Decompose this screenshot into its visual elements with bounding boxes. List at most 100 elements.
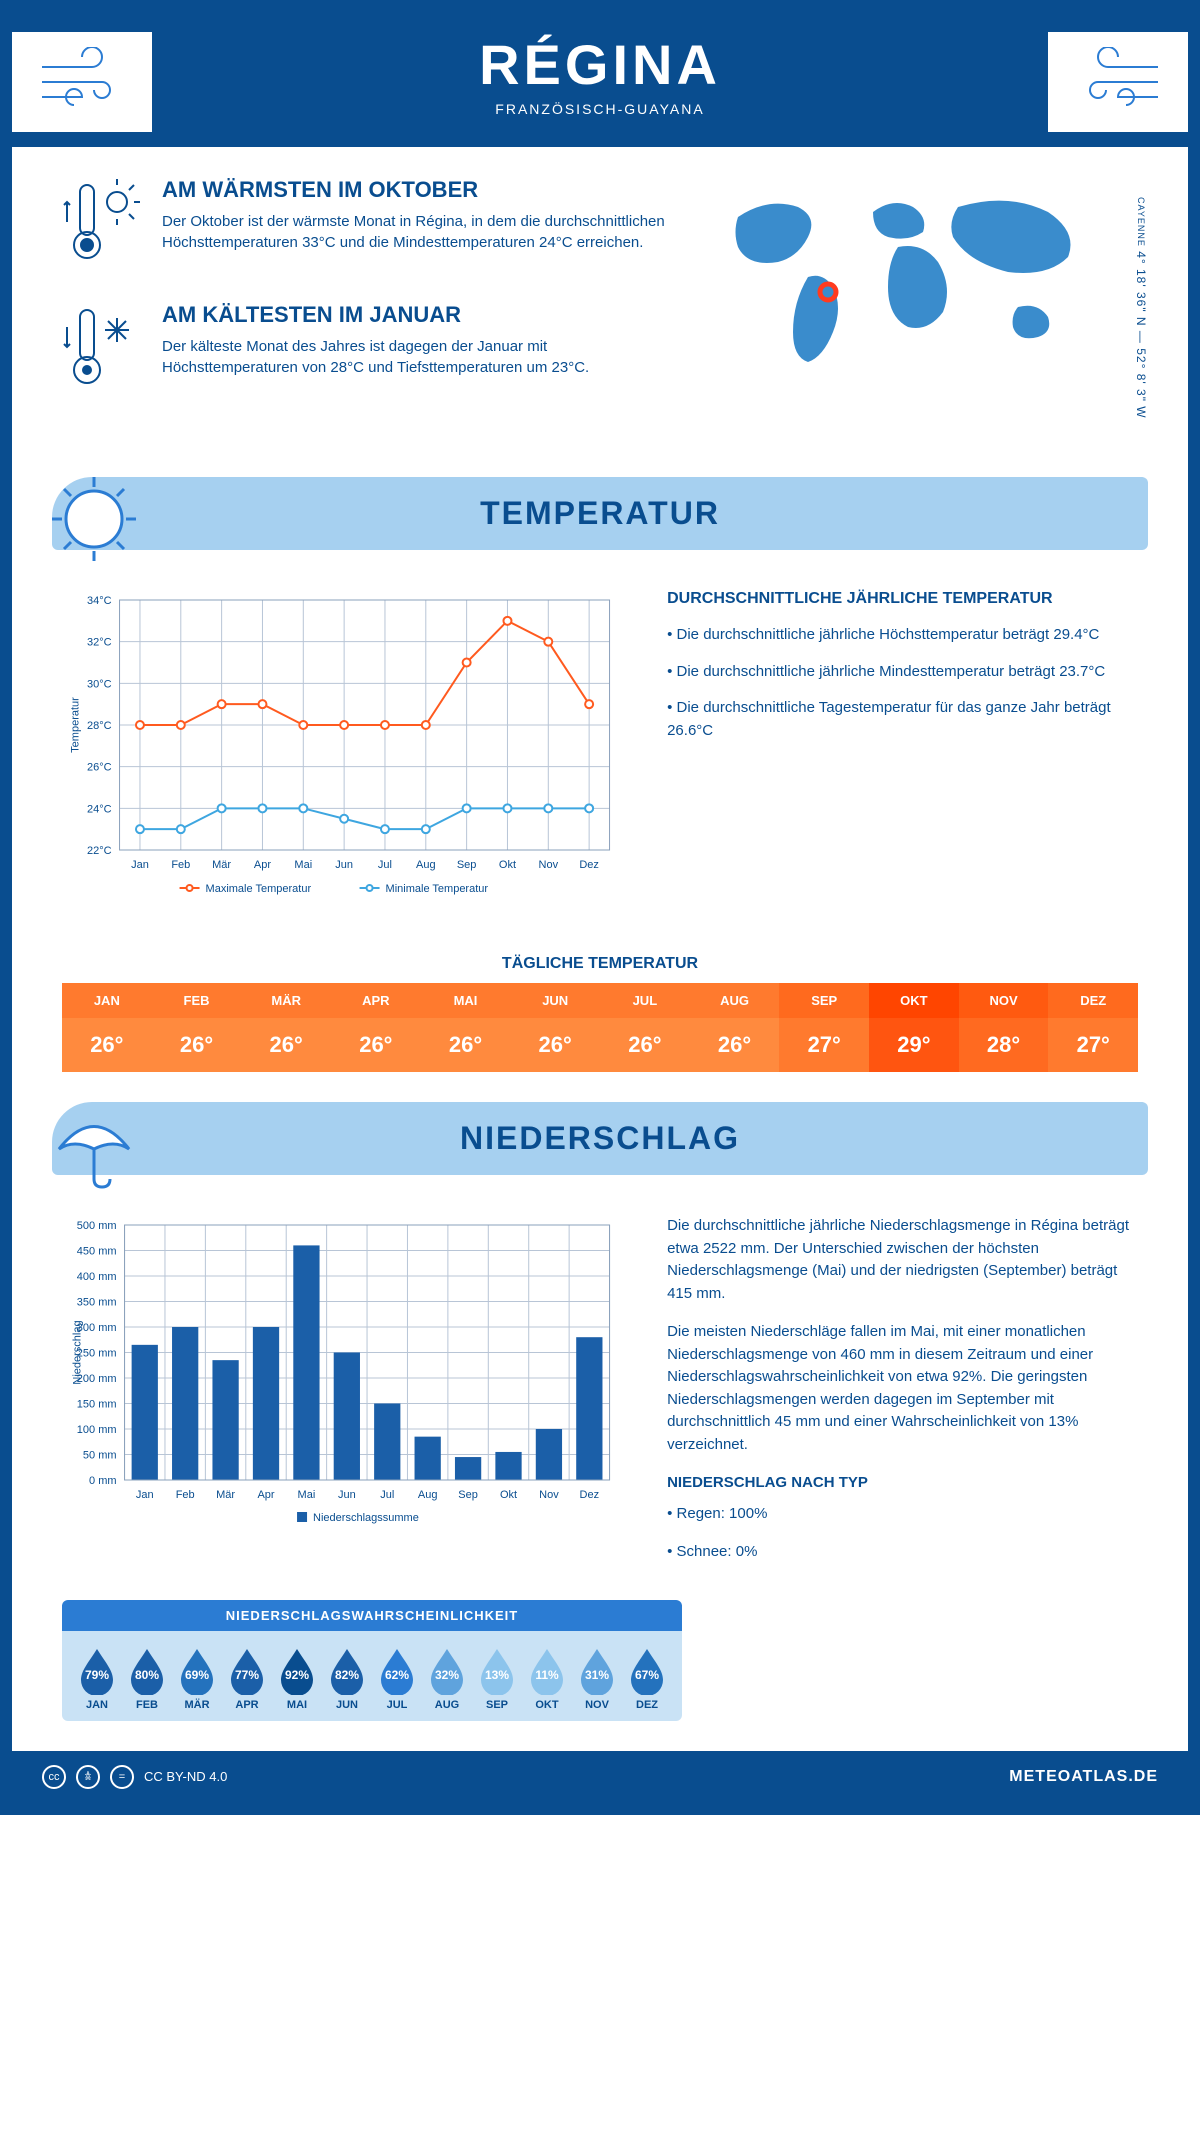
probability-drop: 13%SEP (478, 1647, 516, 1711)
svg-text:Mär: Mär (212, 859, 231, 871)
daily-month-cell: JAN (62, 983, 152, 1018)
probability-drop: 69%MÄR (178, 1647, 216, 1711)
svg-text:100 mm: 100 mm (77, 1424, 117, 1436)
svg-text:Dez: Dez (579, 859, 599, 871)
page-subtitle: FRANZÖSISCH-GUAYANA (12, 101, 1188, 117)
coordinates: CAYENNE 4° 18' 36" N — 52° 8' 3" W (1134, 197, 1148, 419)
daily-month-cell: SEP (779, 983, 869, 1018)
daily-value-cell: 26° (421, 1018, 511, 1072)
daily-month-cell: FEB (152, 983, 242, 1018)
umbrella-icon (44, 1094, 144, 1194)
svg-text:Jun: Jun (335, 859, 353, 871)
svg-text:450 mm: 450 mm (77, 1246, 117, 1258)
svg-text:32°C: 32°C (87, 637, 112, 649)
page-header: RÉGINA FRANZÖSISCH-GUAYANA (12, 12, 1188, 147)
daily-value-cell: 26° (331, 1018, 421, 1072)
daily-value-cell: 26° (241, 1018, 331, 1072)
svg-text:Nov: Nov (539, 859, 559, 871)
probability-drop: 32%AUG (428, 1647, 466, 1711)
daily-month-cell: AUG (690, 983, 780, 1018)
probability-drop: 82%JUN (328, 1647, 366, 1711)
thermometer-snow-icon (62, 302, 142, 397)
sun-icon (44, 469, 144, 569)
temperature-summary: DURCHSCHNITTLICHE JÄHRLICHE TEMPERATUR •… (667, 590, 1138, 915)
svg-text:Okt: Okt (500, 1489, 517, 1501)
daily-value-cell: 26° (510, 1018, 600, 1072)
svg-text:Jun: Jun (338, 1489, 356, 1501)
warmest-text: Der Oktober ist der wärmste Monat in Rég… (162, 211, 678, 253)
probability-drop: 77%APR (228, 1647, 266, 1711)
daily-month-cell: DEZ (1048, 983, 1138, 1018)
temp-summary-heading: DURCHSCHNITTLICHE JÄHRLICHE TEMPERATUR (667, 590, 1138, 608)
daily-month-cell: MÄR (241, 983, 331, 1018)
svg-text:Mai: Mai (294, 859, 312, 871)
svg-text:Mai: Mai (298, 1489, 316, 1501)
daily-temp-heading: TÄGLICHE TEMPERATUR (12, 955, 1188, 973)
svg-text:50 mm: 50 mm (83, 1450, 117, 1462)
probability-drop: 80%FEB (128, 1647, 166, 1711)
wind-icon (1048, 32, 1188, 132)
temp-bullet: • Die durchschnittliche Tagestemperatur … (667, 697, 1138, 742)
temperature-section-header: TEMPERATUR (52, 477, 1148, 550)
probability-drop: 67%DEZ (628, 1647, 666, 1711)
probability-drop: 31%NOV (578, 1647, 616, 1711)
svg-text:Maximale Temperatur: Maximale Temperatur (206, 883, 312, 895)
svg-text:28°C: 28°C (87, 720, 112, 732)
site-name: METEOATLAS.DE (1009, 1768, 1158, 1786)
daily-value-cell: 26° (600, 1018, 690, 1072)
precip-para: Die durchschnittliche jährliche Niedersc… (667, 1215, 1138, 1305)
coldest-title: AM KÄLTESTEN IM JANUAR (162, 302, 678, 328)
precipitation-section-header: NIEDERSCHLAG (52, 1102, 1148, 1175)
daily-temp-table: JANFEBMÄRAPRMAIJUNJULAUGSEPOKTNOVDEZ 26°… (62, 983, 1138, 1072)
svg-text:400 mm: 400 mm (77, 1271, 117, 1283)
license-text: CC BY-ND 4.0 (144, 1769, 227, 1784)
svg-text:Sep: Sep (457, 859, 477, 871)
precipitation-probability-panel: NIEDERSCHLAGSWAHRSCHEINLICHKEIT 79%JAN80… (62, 1600, 682, 1721)
svg-text:0 mm: 0 mm (89, 1475, 117, 1487)
svg-text:Feb: Feb (171, 859, 190, 871)
probability-drop: 62%JUL (378, 1647, 416, 1711)
svg-text:Niederschlag: Niederschlag (72, 1320, 84, 1384)
svg-text:Aug: Aug (418, 1489, 438, 1501)
daily-value-cell: 29° (869, 1018, 959, 1072)
svg-text:22°C: 22°C (87, 845, 112, 857)
daily-value-cell: 26° (690, 1018, 780, 1072)
precip-type-heading: NIEDERSCHLAG NACH TYP (667, 1472, 1138, 1495)
svg-text:500 mm: 500 mm (77, 1220, 117, 1232)
thermometer-sun-icon (62, 177, 142, 272)
daily-value-cell: 27° (1048, 1018, 1138, 1072)
precip-type-item: • Schnee: 0% (667, 1541, 1138, 1564)
daily-value-cell: 27° (779, 1018, 869, 1072)
svg-text:Nov: Nov (539, 1489, 559, 1501)
daily-value-cell: 28° (959, 1018, 1049, 1072)
by-icon: 𖠋 (76, 1765, 100, 1789)
daily-month-cell: JUN (510, 983, 600, 1018)
probability-drop: 92%MAI (278, 1647, 316, 1711)
world-map-icon (718, 177, 1098, 377)
coldest-text: Der kälteste Monat des Jahres ist dagege… (162, 336, 678, 378)
svg-text:Feb: Feb (176, 1489, 195, 1501)
temperature-line-chart: 22°C24°C26°C28°C30°C32°C34°CJanFebMärApr… (62, 590, 627, 915)
precip-type-item: • Regen: 100% (667, 1503, 1138, 1526)
prob-heading: NIEDERSCHLAGSWAHRSCHEINLICHKEIT (62, 1600, 682, 1631)
daily-value-cell: 26° (62, 1018, 152, 1072)
svg-text:150 mm: 150 mm (77, 1399, 117, 1411)
page-footer: cc 𖠋 = CC BY-ND 4.0 METEOATLAS.DE (12, 1751, 1188, 1803)
svg-text:Mär: Mär (216, 1489, 235, 1501)
daily-value-cell: 26° (152, 1018, 242, 1072)
svg-text:Dez: Dez (580, 1489, 600, 1501)
probability-drop: 11%OKT (528, 1647, 566, 1711)
svg-text:24°C: 24°C (87, 803, 112, 815)
temperature-heading: TEMPERATUR (52, 495, 1148, 532)
wind-icon (12, 32, 152, 132)
svg-text:Niederschlagssumme: Niederschlagssumme (313, 1512, 419, 1524)
daily-month-cell: NOV (959, 983, 1049, 1018)
svg-text:Jul: Jul (380, 1489, 394, 1501)
precipitation-bar-chart: 0 mm50 mm100 mm150 mm200 mm250 mm300 mm3… (62, 1215, 627, 1580)
precip-para: Die meisten Niederschläge fallen im Mai,… (667, 1321, 1138, 1456)
warmest-title: AM WÄRMSTEN IM OKTOBER (162, 177, 678, 203)
precipitation-summary: Die durchschnittliche jährliche Niedersc… (667, 1215, 1138, 1580)
svg-text:30°C: 30°C (87, 678, 112, 690)
svg-text:Temperatur: Temperatur (70, 697, 82, 753)
nd-icon: = (110, 1765, 134, 1789)
